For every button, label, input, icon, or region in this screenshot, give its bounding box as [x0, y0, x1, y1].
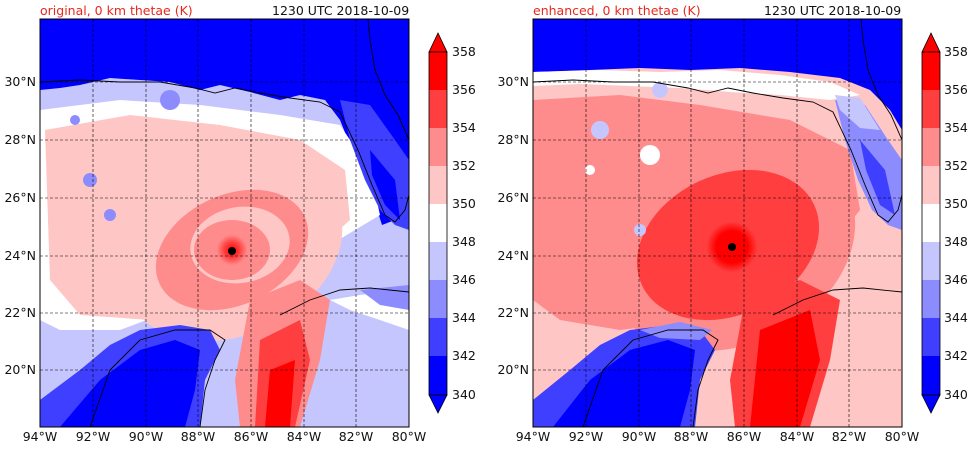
left-cb-352: 352: [452, 158, 476, 173]
right-lon-86: 86°W: [727, 429, 762, 444]
left-lon-92: 92°W: [76, 429, 111, 444]
right-cb-346: 346: [944, 272, 968, 287]
right-colorbar: 358 356 354 352 350 348 346 344 342 340: [921, 32, 968, 414]
right-lat-30: 30°N: [497, 74, 529, 89]
left-cb-358: 358: [452, 44, 476, 59]
left-lon-84: 84°W: [287, 429, 322, 444]
left-lon-82: 82°W: [339, 429, 374, 444]
left-lon-90: 90°W: [129, 429, 164, 444]
left-cb-356: 356: [452, 82, 476, 97]
right-cb-356: 356: [944, 82, 968, 97]
right-map: [533, 19, 902, 427]
right-panel-time: 1230 UTC 2018-10-09: [764, 3, 902, 18]
right-cb-354: 354: [944, 120, 968, 135]
left-cb-346: 346: [452, 272, 476, 287]
right-cb-342: 342: [944, 348, 968, 363]
left-cb-348: 348: [452, 234, 476, 249]
left-lon-labels: 94°W 92°W 90°W 88°W 86°W 84°W 82°W 80°W: [23, 429, 427, 444]
left-panel-title: original, 0 km thetae (K): [40, 3, 193, 18]
left-lon-86: 86°W: [234, 429, 269, 444]
left-cb-344: 344: [452, 310, 476, 325]
right-lon-84: 84°W: [780, 429, 815, 444]
right-lon-labels: 94°W 92°W 90°W 88°W 86°W 84°W 82°W 80°W: [516, 429, 920, 444]
left-lat-20: 20°N: [4, 362, 36, 377]
right-lon-94: 94°W: [516, 429, 551, 444]
left-cb-350: 350: [452, 196, 476, 211]
left-lat-28: 28°N: [4, 132, 36, 147]
right-lon-88: 88°W: [674, 429, 709, 444]
right-lon-92: 92°W: [569, 429, 604, 444]
right-storm-center-dot: [728, 243, 736, 251]
right-lat-20: 20°N: [497, 362, 529, 377]
left-storm-center-dot: [228, 247, 236, 255]
right-cb-344: 344: [944, 310, 968, 325]
right-cb-350: 350: [944, 196, 968, 211]
right-cb-348: 348: [944, 234, 968, 249]
right-us-land: [533, 19, 902, 130]
right-lat-28: 28°N: [497, 132, 529, 147]
right-lon-82: 82°W: [832, 429, 867, 444]
left-cb-340: 340: [452, 387, 476, 402]
right-panel-title: enhanced, 0 km thetae (K): [533, 3, 701, 18]
left-lon-88: 88°W: [181, 429, 216, 444]
right-lat-labels: 30°N 28°N 26°N 24°N 22°N 20°N: [497, 74, 529, 377]
left-colorbar: 358 356 354 352 350 348 346 344 342 340: [428, 32, 476, 414]
left-cb-354: 354: [452, 120, 476, 135]
left-panel-time: 1230 UTC 2018-10-09: [272, 3, 410, 18]
right-lat-24: 24°N: [497, 248, 529, 263]
right-lat-22: 22°N: [497, 305, 529, 320]
right-cb-352: 352: [944, 158, 968, 173]
right-lon-80: 80°W: [885, 429, 920, 444]
right-cb-358: 358: [944, 44, 968, 59]
left-lat-labels: 30°N 28°N 26°N 24°N 22°N 20°N: [4, 74, 36, 377]
left-lat-30: 30°N: [4, 74, 36, 89]
left-lon-94: 94°W: [23, 429, 58, 444]
right-cb-340: 340: [944, 387, 968, 402]
left-lat-22: 22°N: [4, 305, 36, 320]
left-lat-26: 26°N: [4, 190, 36, 205]
left-map: [40, 19, 409, 427]
left-lat-24: 24°N: [4, 248, 36, 263]
left-lon-80: 80°W: [392, 429, 427, 444]
right-lon-90: 90°W: [622, 429, 657, 444]
right-lat-26: 26°N: [497, 190, 529, 205]
left-cb-342: 342: [452, 348, 476, 363]
